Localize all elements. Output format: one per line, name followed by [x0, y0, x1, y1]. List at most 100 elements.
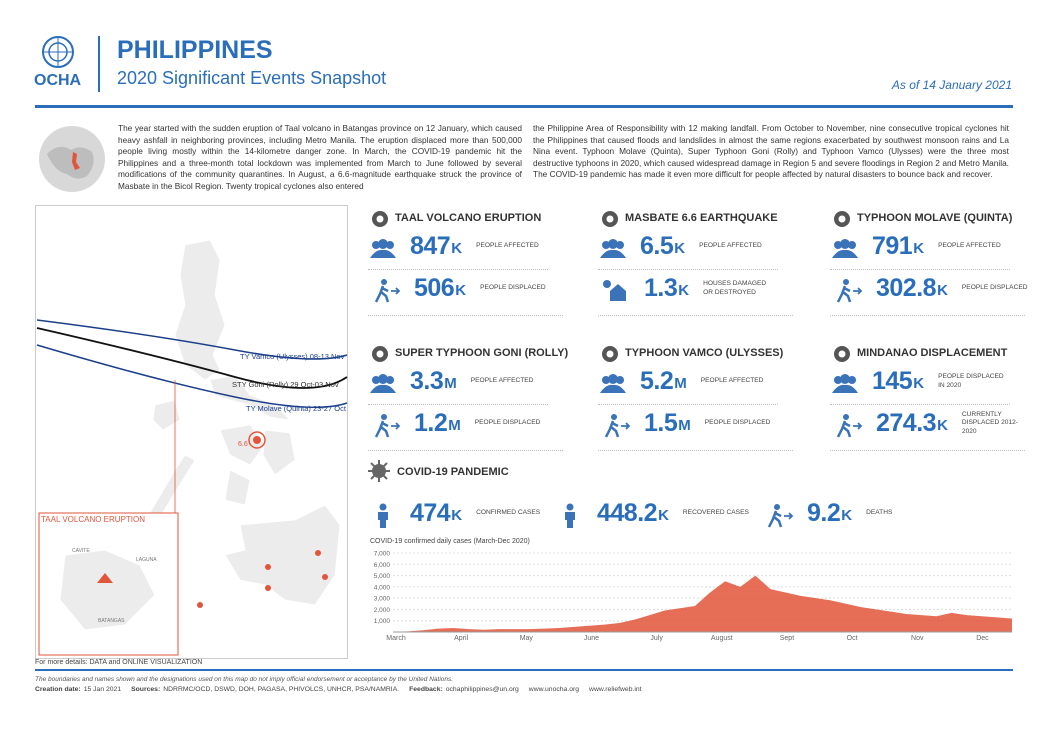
house-icon — [603, 280, 626, 301]
section-title: COVID-19 PANDEMIC — [397, 466, 509, 478]
stat-value: 448.2 — [597, 499, 658, 527]
stat: 145 K PEOPLE DISPLACED IN 2020 — [872, 367, 1006, 396]
x-tick-label: March — [386, 635, 406, 642]
stat: 1.5 M PEOPLE DISPLACED — [644, 409, 773, 438]
separator — [598, 315, 793, 316]
title-icon — [834, 211, 850, 227]
stat-unit: K — [451, 507, 463, 524]
event-title: TYPHOON VAMCO (ULYSSES) — [625, 347, 784, 359]
x-tick-label: Nov — [911, 635, 924, 642]
stat-unit: K — [658, 507, 669, 524]
separator — [368, 450, 563, 451]
walk-icon — [836, 279, 863, 303]
y-tick-label: 6,000 — [374, 562, 391, 569]
separator — [830, 450, 1025, 451]
stat: 1.3 K HOUSES DAMAGED OR DESTROYED — [644, 274, 771, 303]
separator — [598, 404, 778, 405]
walk-icon — [374, 279, 401, 303]
stat-unit: K — [451, 240, 463, 257]
y-tick-label: 1,000 — [374, 618, 391, 625]
stat-unit: M — [444, 375, 457, 392]
globe — [39, 126, 105, 192]
stat-value: 3.3 — [410, 367, 444, 395]
title-icon — [602, 211, 618, 227]
title-icon — [372, 346, 388, 362]
stat-unit: K — [678, 282, 690, 299]
more-details: For more details: DATA and ONLINE VISUAL… — [35, 659, 203, 666]
divider — [98, 36, 100, 92]
event-title: MINDANAO DISPLACEMENT — [857, 347, 1008, 359]
stat-unit: M — [448, 417, 461, 434]
stat-value: 145 — [872, 367, 913, 395]
magnitude-label: 6.6 — [238, 441, 248, 448]
footer-label: Feedback: — [409, 686, 443, 693]
inset-label: CAVITE — [72, 548, 90, 554]
stat-label: PEOPLE AFFECTED — [476, 242, 539, 250]
stat: 6.5 K PEOPLE AFFECTED — [640, 232, 767, 261]
person-icon — [565, 503, 575, 528]
x-tick-label: August — [711, 635, 733, 642]
virus-icon — [368, 460, 390, 482]
y-tick-label: 5,000 — [374, 573, 391, 580]
stat-unit: K — [674, 240, 686, 257]
x-tick-label: April — [454, 635, 468, 642]
event-title: SUPER TYPHOON GONI (ROLLY) — [395, 347, 569, 359]
stat-label: PEOPLE AFFECTED — [938, 242, 1001, 250]
separator — [368, 404, 548, 405]
intro-text: The year started with the sudden eruptio… — [118, 123, 522, 191]
y-tick-label: 7,000 — [374, 551, 391, 558]
title-icon — [602, 346, 618, 362]
date: As of 14 January 2021 — [891, 78, 1012, 92]
group-icon — [832, 239, 858, 258]
stat-value: 6.5 — [640, 232, 674, 260]
footer-text: ochaphilippines@un.org — [445, 686, 519, 693]
separator — [598, 450, 793, 451]
stat-label: HOUSES DAMAGED OR DESTROYED — [703, 280, 767, 296]
header-rule — [35, 105, 1013, 108]
stat-unit: M — [674, 375, 687, 392]
separator — [830, 315, 1025, 316]
stat-label: CURRENTLY DISPLACED 2012-2020 — [961, 410, 1018, 435]
stat-value: 474 — [410, 499, 451, 527]
stat-value: 9.2 — [807, 499, 841, 527]
separator — [598, 269, 778, 270]
inset-label: LAGUNA — [136, 557, 157, 563]
footer-line: Creation date: 15 Jan 2021 Sources: NDRRMC/… — [35, 686, 642, 693]
stat-label: PEOPLE DISPLACED — [704, 419, 771, 427]
footer-rule — [35, 669, 1013, 671]
title-icon — [834, 346, 850, 362]
group-icon — [600, 239, 626, 258]
inset-title: TAAL VOLCANO ERUPTION — [41, 515, 146, 524]
group-icon — [600, 374, 626, 393]
inset-label: BATANGAS — [98, 618, 125, 624]
track-label: STY Goni (Rolly) 29 Oct-03 Nov — [232, 380, 339, 389]
x-tick-label: Dec — [976, 635, 989, 642]
stat: 791 K PEOPLE AFFECTED — [872, 232, 1006, 261]
footer-label: Sources: — [131, 686, 161, 693]
stat-unit: K — [841, 507, 853, 524]
subtitle: 2020 Significant Events Snapshot — [117, 68, 387, 88]
footer-text: NDRRMC/OCD, DSWD, DOH, PAGASA, PHIVOLCS,… — [163, 686, 400, 693]
walk-icon — [767, 504, 794, 528]
separator — [830, 404, 1010, 405]
stat-value: 302.8 — [876, 274, 937, 302]
walk-icon — [836, 414, 863, 438]
stat-value: 1.5 — [644, 409, 678, 437]
footer-item: Sources: NDRRMC/OCD, DSWD, DOH, PAGASA, P… — [131, 686, 399, 693]
title-icon — [372, 211, 388, 227]
stat: 274.3 K CURRENTLY DISPLACED 2012-2020 — [876, 409, 1030, 438]
x-tick-label: May — [520, 635, 534, 642]
footer-label: Creation date: — [35, 686, 81, 693]
stat-label: PEOPLE DISPLACED — [474, 419, 541, 427]
stat-value: 1.3 — [644, 274, 678, 302]
person-icon — [378, 503, 388, 528]
separator — [368, 315, 563, 316]
footer-text: 15 Jan 2021 — [83, 686, 122, 693]
stat: 448.2 K RECOVERED CASES — [597, 499, 751, 528]
stat-unit: K — [937, 282, 948, 299]
intro-text: the Philippine Area of Responsibility wi… — [533, 123, 1009, 180]
chart-title: COVID-19 confirmed daily cases (March-De… — [370, 538, 530, 545]
stat-unit: K — [937, 417, 948, 434]
stat-value: 847 — [410, 232, 451, 260]
